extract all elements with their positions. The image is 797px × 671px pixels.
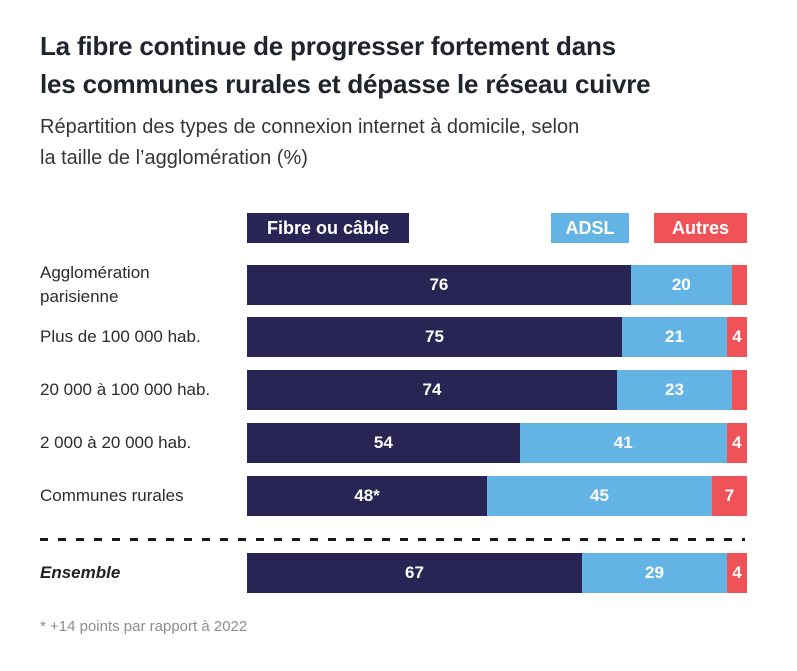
bar-segment-fibre: 54 [247, 423, 520, 463]
chart-subtitle-line2: la taille de l’agglomération (%) [40, 147, 308, 169]
bar-segment-fibre: 67 [247, 553, 582, 593]
value-label: 67 [405, 563, 424, 582]
bar-segment-autres: 7 [712, 476, 747, 516]
bar-segment-adsl: 29 [582, 553, 727, 593]
value-label: 4 [732, 433, 742, 452]
category-label-3: 20 000 à 100 000 hab. [40, 380, 211, 399]
bar-segment-autres: 4 [726, 423, 747, 463]
value-label: 23 [665, 380, 684, 399]
value-label: 29 [645, 563, 664, 582]
separator-dashed-line [40, 538, 745, 541]
category-label-1: Agglomération parisienne [40, 263, 150, 306]
value-label: 7 [724, 486, 735, 505]
bar-segment-autres: 4 [727, 553, 747, 593]
value-label: 74 [422, 380, 442, 399]
page-title-line2: les communes rurales et dépasse le résea… [40, 69, 651, 99]
legend-item-adsl: ADSL [551, 213, 629, 243]
value-label: 48* [354, 486, 380, 505]
bar-row-1: 76 20 [247, 265, 747, 305]
bar-row-4: 54 41 4 [247, 423, 747, 463]
value-label: 4 [732, 563, 742, 582]
value-label: 20 [671, 275, 691, 294]
page-title: La fibre continue de progresser fortemen… [40, 27, 651, 103]
value-label: 54 [373, 433, 393, 452]
value-label: 75 [425, 327, 444, 346]
bar-row-2: 75 21 4 [247, 317, 747, 357]
chart-subtitle-line1: Répartition des types de connexion inter… [40, 116, 580, 138]
bar-segment-adsl: 41 [519, 423, 727, 463]
bar-segment-fibre: 74 [247, 370, 617, 410]
value-label: 4 [732, 327, 742, 346]
value-label: 21 [665, 327, 684, 346]
category-label-5: Communes rurales [40, 486, 184, 505]
bar-segment-fibre: 76 [247, 265, 631, 305]
value-label: 76 [429, 275, 449, 294]
value-label: 41 [613, 433, 633, 452]
bar-segment-adsl: 23 [617, 370, 732, 410]
category-label-2: Plus de 100 000 hab. [40, 327, 201, 346]
bar-segment-autres [731, 265, 747, 305]
bar-row-6: 67 29 4 [247, 553, 747, 593]
bar-segment-autres [732, 370, 747, 410]
footnote: * +14 points par rapport à 2022 [40, 618, 248, 635]
bar-segment-fibre: 48* [247, 476, 487, 516]
bar-segment-autres: 4 [727, 317, 747, 357]
value-label: 45 [590, 486, 609, 505]
legend-item-fibre: Fibre ou câble [247, 213, 409, 243]
category-label-4: 2 000 à 20 000 hab. [40, 433, 192, 452]
page-title-line1: La fibre continue de progresser fortemen… [40, 31, 616, 61]
bar-row-3: 74 23 [247, 370, 747, 410]
bar-segment-adsl: 45 [487, 476, 712, 516]
bar-row-5: 48* 45 7 [247, 476, 747, 516]
chart-subtitle: Répartition des types de connexion inter… [40, 112, 579, 174]
bar-segment-fibre: 75 [247, 317, 622, 357]
category-label-6: Ensemble [40, 563, 121, 582]
bar-segment-adsl: 20 [630, 265, 732, 305]
legend-item-autres: Autres [654, 213, 747, 243]
bar-segment-adsl: 21 [622, 317, 727, 357]
